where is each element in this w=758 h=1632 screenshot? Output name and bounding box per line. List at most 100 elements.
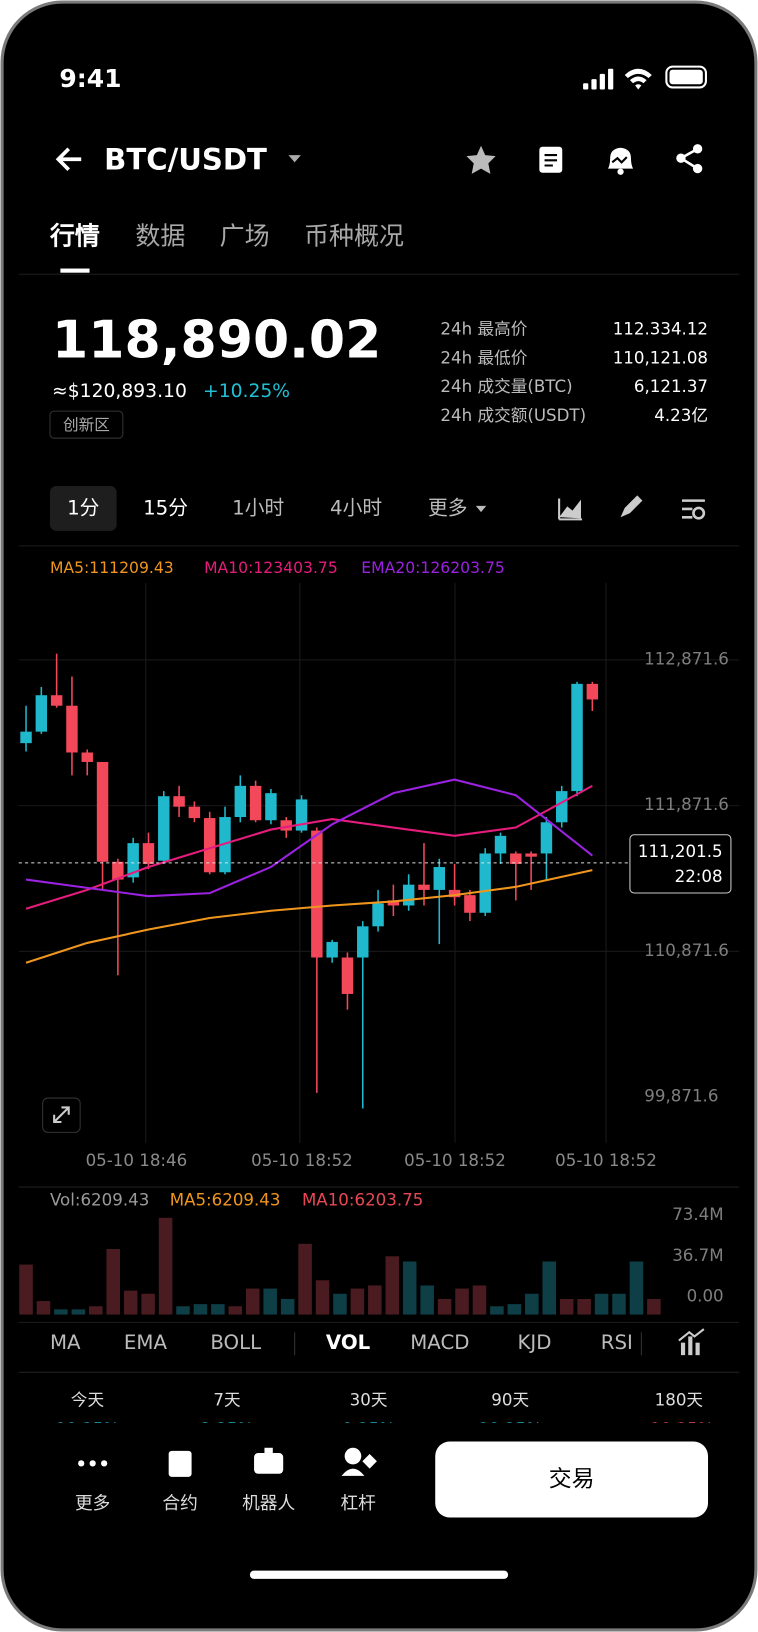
candle-body: [510, 853, 522, 864]
volume-bar: [263, 1288, 277, 1315]
stat-value: 110,121.08: [613, 348, 708, 367]
candle-body: [249, 785, 262, 821]
candle-body: [127, 843, 139, 878]
volume-bar: [647, 1298, 661, 1315]
indicator-tab[interactable]: RSI: [601, 1331, 633, 1354]
volume-bar: [385, 1256, 400, 1315]
candle-body: [311, 830, 323, 958]
volume-bar: [228, 1306, 243, 1315]
period-values: 10.25% 2.25% 0.25% 10.25% -10.25%: [56, 1420, 714, 1439]
candle-body: [20, 731, 32, 744]
volume-bar: [71, 1309, 86, 1315]
candle-body: [326, 941, 338, 958]
trade-button-label[interactable]: 交易: [549, 1467, 595, 1493]
indicator-tab[interactable]: EMA: [124, 1331, 168, 1354]
volume-bar: [455, 1288, 469, 1315]
candle-body: [433, 867, 446, 890]
interval[interactable]: 1小时: [232, 496, 284, 519]
stat-label: 24h 成交额(USDT): [440, 406, 586, 425]
tab[interactable]: 广场: [220, 221, 270, 250]
candle-body: [525, 853, 537, 857]
volume-bar: [368, 1285, 382, 1315]
last-price: 118,890.02: [52, 310, 381, 370]
y-tick-label: 73.4M: [672, 1205, 723, 1224]
last-time-label: 22:08: [675, 867, 723, 886]
legend-entry: MA5:111209.43: [50, 559, 174, 577]
interval[interactable]: 1分: [67, 496, 99, 519]
stat-label: 24h 成交量(BTC): [440, 377, 572, 396]
favorite-icon[interactable]: [466, 145, 496, 174]
candle-body: [234, 785, 247, 818]
candle-body: [357, 926, 369, 958]
volume-bar: [559, 1298, 574, 1315]
expand-button[interactable]: [42, 1097, 81, 1133]
nav-label[interactable]: 合约: [162, 1493, 197, 1514]
candle-body: [586, 683, 599, 700]
period-value: 0.25%: [342, 1420, 395, 1439]
legend-entry: MA10:123403.75: [204, 559, 338, 577]
volume-bar: [507, 1304, 522, 1315]
interval[interactable]: 更多: [428, 496, 468, 519]
usd-price: ≈$120,893.10: [52, 381, 187, 402]
candle-body: [341, 957, 354, 994]
nav-label[interactable]: 杠杆: [340, 1493, 376, 1514]
candle-body: [173, 796, 185, 807]
nav-label[interactable]: 更多: [75, 1493, 110, 1514]
interval[interactable]: 4小时: [330, 496, 382, 519]
tab[interactable]: 数据: [135, 221, 185, 250]
candle-body: [372, 903, 384, 927]
pair-title[interactable]: BTC/USDT: [104, 142, 267, 176]
home-indicator: [249, 1570, 509, 1579]
last-price-label: 111,201.5: [638, 842, 723, 861]
settings-icon[interactable]: [681, 499, 706, 520]
indicator-tab[interactable]: VOL: [326, 1331, 371, 1354]
more-dropdown[interactable]: [475, 505, 487, 513]
candle-body: [494, 835, 507, 854]
draw-icon[interactable]: [620, 495, 643, 518]
volume-legend: MA5:6209.43: [170, 1191, 281, 1210]
tab[interactable]: 币种概况: [304, 221, 404, 250]
indicator-tab[interactable]: MACD: [410, 1331, 469, 1354]
volume-bar: [211, 1304, 225, 1315]
candle-body: [464, 895, 476, 913]
period-value: 2.25%: [201, 1420, 254, 1439]
candle-body: [203, 818, 216, 873]
period-value: -10.25%: [644, 1420, 713, 1439]
share-icon[interactable]: [676, 144, 703, 174]
interval[interactable]: 15分: [143, 496, 188, 519]
alert-icon[interactable]: [608, 147, 634, 175]
volume-bar: [402, 1261, 417, 1315]
x-tick-label: 05-10 18:52: [404, 1151, 506, 1170]
chart-type-icon[interactable]: [558, 498, 583, 521]
period-label: 30天: [350, 1390, 388, 1409]
volume-bar: [490, 1306, 504, 1315]
x-tick-label: 05-10 18:52: [555, 1151, 657, 1170]
indicator-tab[interactable]: BOLL: [210, 1331, 261, 1354]
volume-bar: [629, 1261, 644, 1315]
volume-bar: [437, 1298, 452, 1315]
tab[interactable]: 行情: [49, 221, 100, 250]
candle-body: [96, 761, 109, 862]
volume-bar: [176, 1306, 190, 1315]
volume-bar: [106, 1248, 120, 1315]
nav-label[interactable]: 机器人: [242, 1493, 295, 1514]
nav-icons: [78, 1447, 377, 1477]
candle-body: [35, 695, 48, 732]
period-value: 10.25%: [478, 1420, 541, 1439]
candle-body: [158, 796, 170, 861]
indicator-tab[interactable]: KJD: [517, 1331, 551, 1354]
back-button[interactable]: [55, 147, 82, 171]
volume-bar: [577, 1298, 591, 1315]
indicator-tab[interactable]: MA: [50, 1331, 81, 1354]
indicator-settings-icon[interactable]: [678, 1328, 705, 1356]
status-icons: [583, 65, 707, 90]
y-tick-label: 112,871.6: [644, 649, 729, 668]
candle-body: [556, 791, 568, 823]
notes-icon[interactable]: [539, 146, 563, 173]
trade-button[interactable]: [435, 1441, 709, 1518]
volume-bar: [542, 1261, 557, 1315]
pair-dropdown[interactable]: [288, 155, 301, 163]
volume-bar: [350, 1288, 365, 1315]
candle-body: [265, 793, 277, 821]
